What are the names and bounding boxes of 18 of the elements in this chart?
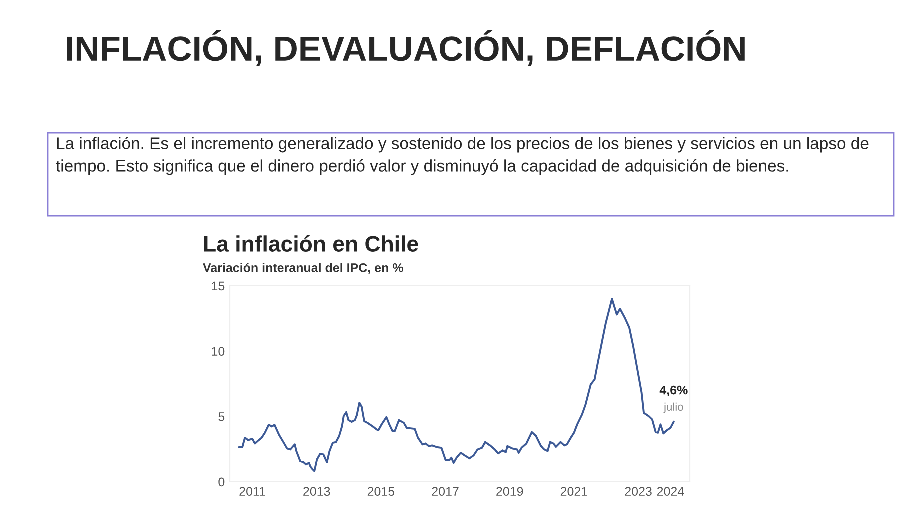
y-tick-label: 10 xyxy=(212,347,225,356)
annotation: julio xyxy=(664,402,684,414)
chart-title: INFLACIÓN, DEVALUACIÓN, DEFLACIÓN xyxy=(67,30,745,66)
x-tick-label: 2024 xyxy=(657,487,684,496)
chart-subtitle: La inflación en Chile xyxy=(204,235,418,252)
x-tick-label: 2013 xyxy=(304,487,330,496)
text: La inflación. Es el incremento generalizado y sostenido de los precios de los bienes y servicios en un lapso de tiempo. Esto significa que el dinero perdió valor y disminuyó la capacidad de adquisición de bienes. xyxy=(56,137,869,176)
y-tick-label: 0 xyxy=(218,478,225,487)
y-tick-label: 5 xyxy=(218,412,225,422)
y-axis-title: Variación interanual del IPC, en % xyxy=(203,263,404,274)
annotation: 4,6% xyxy=(660,386,688,397)
x-tick-label: 2017 xyxy=(432,487,459,496)
y-tick-label: 15 xyxy=(212,282,225,291)
x-tick-label: 2021 xyxy=(560,487,588,496)
x-tick-label: 2015 xyxy=(368,487,395,496)
x-tick-label: 2023 xyxy=(625,487,652,496)
x-tick-label: 2019 xyxy=(496,487,524,496)
x-tick-label: 2011 xyxy=(240,487,266,496)
